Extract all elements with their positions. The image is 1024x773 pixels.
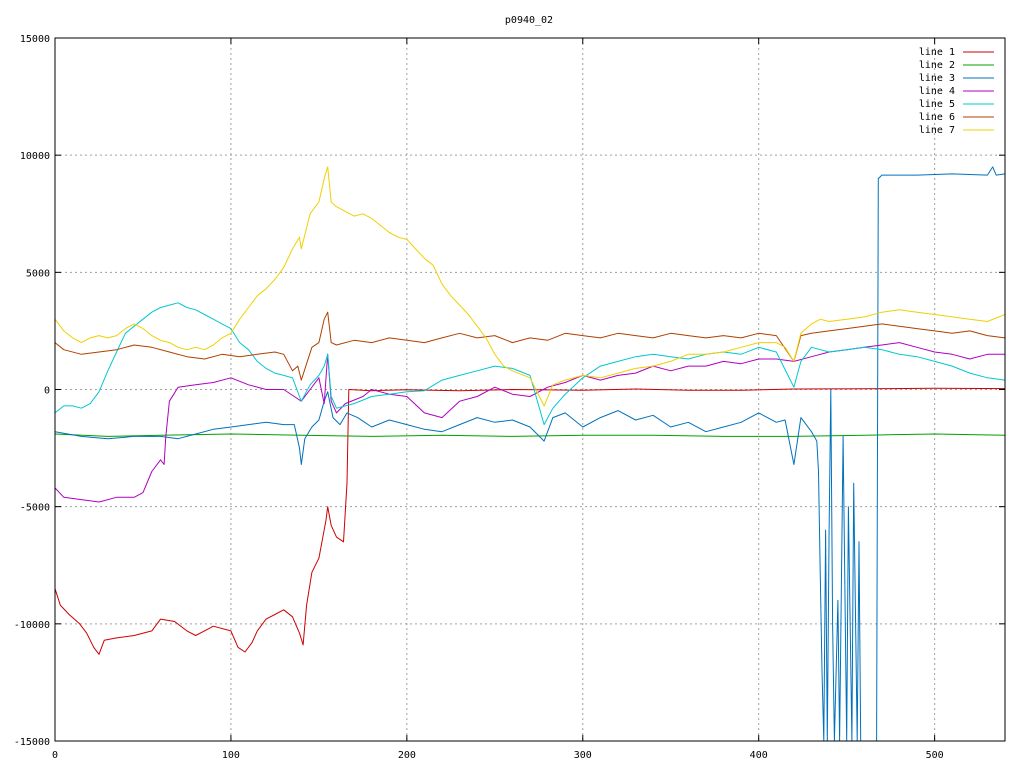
series-line-3 bbox=[55, 166, 1005, 741]
y-tick-label-6: 15000 bbox=[20, 34, 50, 45]
y-tick-label-5: 10000 bbox=[20, 151, 50, 162]
legend: line 1 line 2 line 3 line 4 line 5 line 6 line… bbox=[919, 47, 994, 136]
y-tick-label-0: -15000 bbox=[14, 737, 50, 748]
y-tick-label-3: 0 bbox=[44, 386, 50, 397]
legend-label-6: line 6 bbox=[919, 112, 955, 123]
x-tick-label-3: 300 bbox=[574, 750, 592, 761]
series-line-4 bbox=[55, 342, 1005, 503]
chart-title: p0940_02 bbox=[505, 15, 553, 26]
series-line-7 bbox=[55, 166, 1005, 407]
legend-label-3: line 3 bbox=[919, 73, 955, 84]
legend-label-5: line 5 bbox=[919, 99, 955, 110]
x-tick-label-5: 500 bbox=[926, 750, 944, 761]
series-line-5 bbox=[55, 302, 1005, 426]
legend-label-7: line 7 bbox=[919, 125, 955, 136]
x-tick-label-0: 0 bbox=[52, 750, 58, 761]
series-line-2 bbox=[55, 433, 1005, 437]
legend-label-2: line 2 bbox=[919, 60, 955, 71]
series-layer bbox=[55, 166, 1005, 741]
x-tick-label-1: 100 bbox=[222, 750, 240, 761]
legend-label-1: line 1 bbox=[919, 47, 955, 58]
y-tick-label-1: -10000 bbox=[14, 620, 50, 631]
y-tick-label-4: 5000 bbox=[26, 268, 50, 279]
series-line-1 bbox=[55, 387, 1005, 655]
x-tick-label-2: 200 bbox=[398, 750, 416, 761]
legend-label-4: line 4 bbox=[919, 86, 955, 97]
x-tick-label-4: 400 bbox=[750, 750, 768, 761]
y-tick-label-2: -5000 bbox=[20, 503, 50, 514]
series-line-6 bbox=[55, 311, 1005, 381]
axes-layer: 0 100 200 300 400 500 -15000 -10000 -5000 0 5000 10… bbox=[14, 34, 1006, 761]
